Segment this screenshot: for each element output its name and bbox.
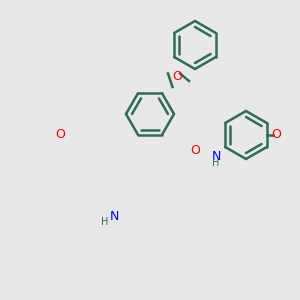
Text: O: O [190, 143, 200, 157]
Text: O: O [172, 70, 182, 83]
Text: H: H [212, 158, 220, 169]
Text: O: O [271, 128, 281, 142]
Text: N: N [211, 149, 221, 163]
Text: H: H [101, 217, 109, 227]
Text: O: O [55, 128, 65, 142]
Text: N: N [109, 209, 119, 223]
